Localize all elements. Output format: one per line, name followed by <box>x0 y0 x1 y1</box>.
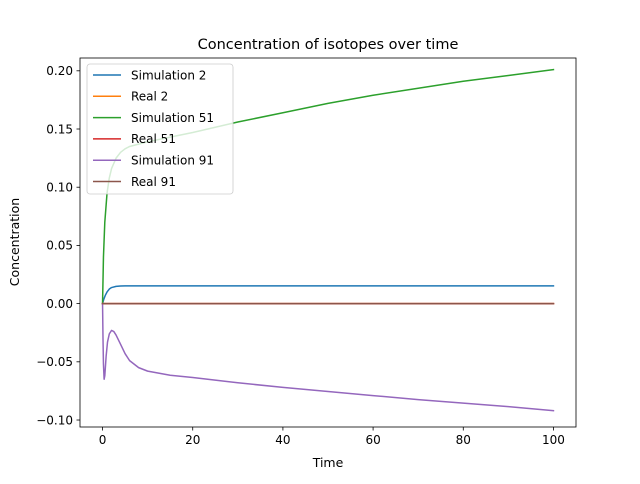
x-tick-label: 80 <box>456 433 471 447</box>
y-tick-label: −0.10 <box>36 413 73 427</box>
x-tick-label: 40 <box>275 433 290 447</box>
y-tick-label: 0.10 <box>46 181 73 195</box>
legend-label-real-51: Real 51 <box>131 132 176 146</box>
x-tick-label: 60 <box>365 433 380 447</box>
legend-label-simulation-51: Simulation 51 <box>131 111 214 125</box>
legend-box <box>86 63 234 195</box>
y-tick-label: −0.05 <box>36 355 73 369</box>
series-line-simulation-91 <box>101 302 555 412</box>
y-tick-label: 0.15 <box>46 122 73 136</box>
x-tick-label: 100 <box>542 433 565 447</box>
x-tick-label: 20 <box>185 433 200 447</box>
y-axis-label: Concentration <box>7 198 22 286</box>
legend-label-real-2: Real 2 <box>131 90 168 104</box>
legend: Simulation 2 Real 2 Simulation 51 Real 51 Si… <box>86 63 234 195</box>
y-tick-label: 0.20 <box>46 64 73 78</box>
series-line-simulation-2 <box>101 285 555 305</box>
y-axis-ticks: −0.10 −0.05 0.00 0.05 0.10 0.15 0.20 <box>36 64 80 427</box>
legend-label-real-91: Real 91 <box>131 175 176 189</box>
y-tick-label: 0.00 <box>46 297 73 311</box>
x-axis-ticks: 0 20 40 60 80 100 <box>99 427 565 447</box>
y-tick-label: 0.05 <box>46 239 73 253</box>
x-axis-label: Time <box>312 455 344 470</box>
x-tick-label: 0 <box>99 433 107 447</box>
legend-label-simulation-2: Simulation 2 <box>131 68 206 82</box>
plot-frame <box>79 57 577 428</box>
chart-title: Concentration of isotopes over time <box>198 37 459 53</box>
legend-label-simulation-91: Simulation 91 <box>131 154 214 168</box>
